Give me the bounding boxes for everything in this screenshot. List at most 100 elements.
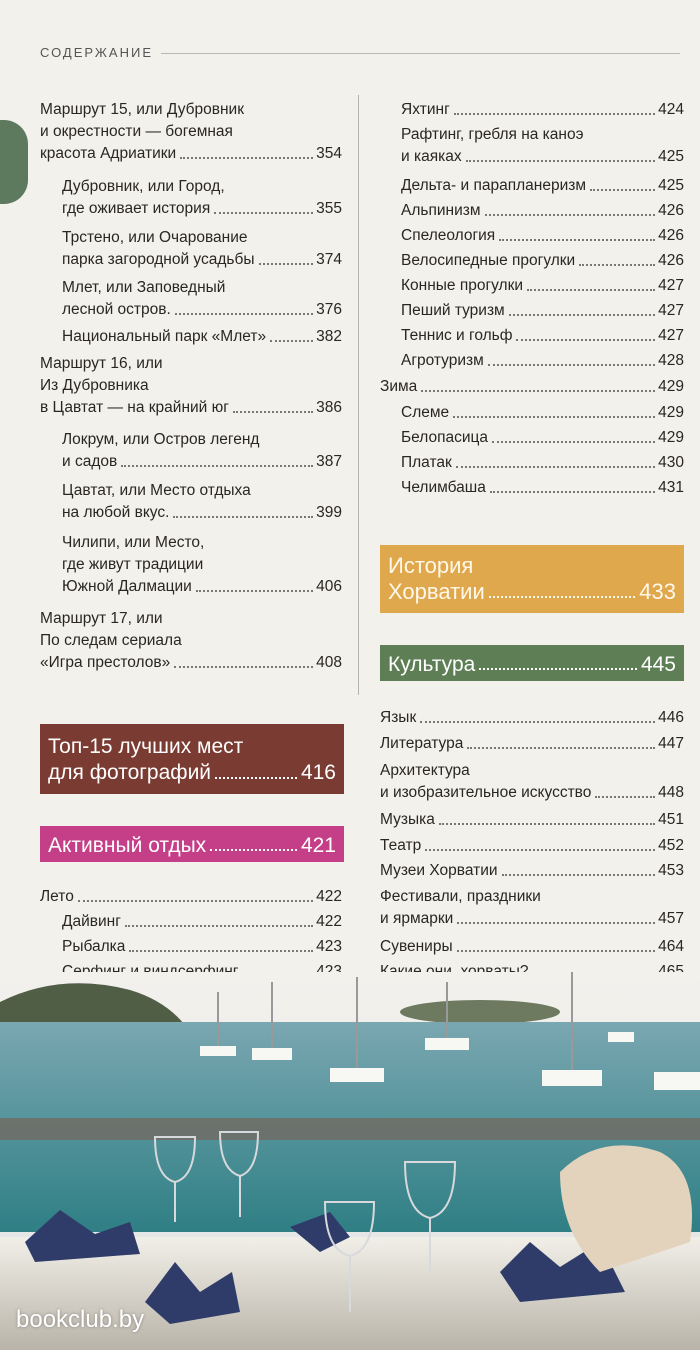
leader-dots <box>484 214 656 216</box>
page-number: 447 <box>658 735 684 752</box>
toc-entry-cavtat[interactable]: Цавтат, или Место отдыха на любой вкус. 3… <box>62 480 342 524</box>
toc-entry-route16[interactable]: Маршрут 16, или Из Дубровника в Цавтат —… <box>40 353 342 419</box>
toc-row: Театр 452 <box>380 835 684 857</box>
toc-entry-cycling[interactable]: Велосипедные прогулки 426 <box>401 250 684 272</box>
section-title-line: Топ-15 лучших мест <box>48 735 244 758</box>
toc-entry-festivals[interactable]: Фестивали, праздники и ярмарки 457 <box>380 886 684 930</box>
toc-entry-trsteno[interactable]: Трстено, или Очарование парка загородной… <box>62 227 342 271</box>
toc-entry-climbing[interactable]: Альпинизм 426 <box>401 200 684 222</box>
island-right <box>400 1000 560 1024</box>
leader-dots <box>195 590 314 592</box>
section-culture[interactable]: Культура 445 <box>380 645 684 681</box>
toc-entry-platak[interactable]: Платак 430 <box>401 452 684 474</box>
toc-entry-yachting[interactable]: Яхтинг 424 <box>401 99 684 121</box>
toc-row: лесной остров. 376 <box>62 299 342 321</box>
toc-entry-lokrum[interactable]: Локрум, или Остров легенд и садов 387 <box>62 429 342 473</box>
page-number: 376 <box>316 301 342 318</box>
section-history-of-croatia[interactable]: История Хорватии 433 <box>380 545 684 613</box>
page-number: 408 <box>316 654 342 671</box>
toc-entry-winter[interactable]: Зима 429 <box>380 376 684 398</box>
leader-dots <box>479 668 637 670</box>
toc-row: Национальный парк «Млет» 382 <box>62 326 342 348</box>
toc-entry-diving[interactable]: Дайвинг 422 <box>62 911 342 933</box>
leader-dots <box>420 721 656 723</box>
toc-label: красота Адриатики <box>40 145 177 162</box>
toc-line: Млет, или Заповедный <box>62 279 226 296</box>
page-number: 446 <box>658 709 684 726</box>
toc-entry-hiking[interactable]: Пеший туризм 427 <box>401 300 684 322</box>
page-number: 427 <box>658 327 684 344</box>
toc-entry-route15[interactable]: Маршрут 15, или Дубровник и окрестности … <box>40 99 342 165</box>
page-number: 374 <box>316 251 342 268</box>
toc-entry-summer[interactable]: Лето 422 <box>40 886 342 908</box>
toc-entry-dubrovnik[interactable]: Дубровник, или Город, где оживает истори… <box>62 176 342 220</box>
page-number: 387 <box>316 453 342 470</box>
page-number: 423 <box>316 938 342 955</box>
page-number: 464 <box>658 938 684 955</box>
toc-entry-bjelolasica[interactable]: Белопасица 429 <box>401 427 684 449</box>
section-active-recreation[interactable]: Активный отдых 421 <box>40 826 344 862</box>
toc-row: Челимбаша 431 <box>401 477 684 499</box>
toc-entry-celimbasa[interactable]: Челимбаша 431 <box>401 477 684 499</box>
toc-label: Музыка <box>380 811 435 828</box>
toc-line: Трстено, или Очарование <box>62 229 248 246</box>
toc-entry-theatre[interactable]: Театр 452 <box>380 835 684 857</box>
wine-glasses <box>153 1131 457 1312</box>
toc-row: Рыбалка 423 <box>62 936 342 958</box>
page-number: 422 <box>316 888 342 905</box>
page-number: 445 <box>640 653 676 676</box>
toc-entry-mljet[interactable]: Млет, или Заповедный лесной остров. 376 <box>62 277 342 321</box>
toc-entry-route17[interactable]: Маршрут 17, или По следам сериала «Игра … <box>40 608 342 674</box>
toc-entry-horse-riding[interactable]: Конные прогулки 427 <box>401 275 684 297</box>
toc-row: в Цавтат — на крайний юг 386 <box>40 397 342 419</box>
toc-entry-fishing[interactable]: Рыбалка 423 <box>62 936 342 958</box>
toc-label: Зима <box>380 378 418 395</box>
section-title-line: История <box>388 553 474 578</box>
toc-line: Чилипи, или Место, <box>62 534 205 551</box>
toc-line: Маршрут 16, или <box>40 355 163 372</box>
toc-entry-hang-gliding[interactable]: Дельта- и парапланеризм 425 <box>401 175 684 197</box>
toc-entry-tennis-golf[interactable]: Теннис и гольф 427 <box>401 325 684 347</box>
page-number: 457 <box>658 910 684 927</box>
toc-entry-souvenirs[interactable]: Сувениры 464 <box>380 936 684 958</box>
toc-entry-cilipi[interactable]: Чилипи, или Место, где живут традиции Юж… <box>62 532 342 598</box>
leader-dots <box>232 411 314 413</box>
leader-dots <box>180 157 314 159</box>
section-top15-photo-spots[interactable]: Топ-15 лучших мест для фотографий 416 <box>40 724 344 794</box>
page-number: 425 <box>658 177 684 194</box>
toc-label: где оживает история <box>62 200 211 217</box>
toc-row: Дельта- и парапланеризм 425 <box>401 175 684 197</box>
toc-label: Южной Далмации <box>62 578 192 595</box>
page-number: 426 <box>658 227 684 244</box>
toc-entry-museums[interactable]: Музеи Хорватии 453 <box>380 860 684 882</box>
toc-line: Фестивали, праздники <box>380 888 541 905</box>
leader-dots <box>438 823 656 825</box>
page-number: 421 <box>300 834 336 857</box>
page-number: 355 <box>316 200 342 217</box>
leader-dots <box>456 950 656 952</box>
leader-dots <box>453 416 656 418</box>
toc-entry-music[interactable]: Музыка 451 <box>380 809 684 831</box>
toc-row: на любой вкус. 399 <box>62 502 342 524</box>
leader-dots <box>174 313 314 315</box>
toc-entry-literature[interactable]: Литература 447 <box>380 733 684 755</box>
page-number: 452 <box>658 837 684 854</box>
toc-entry-agrotourism[interactable]: Агротуризм 428 <box>401 350 684 372</box>
toc-label: Дельта- и парапланеризм <box>401 177 587 194</box>
plate-stack <box>560 1145 692 1272</box>
toc-entry-rafting[interactable]: Рафтинг, гребля на каноэ и каяках 425 <box>401 124 684 168</box>
toc-entry-speleology[interactable]: Спелеология 426 <box>401 225 684 247</box>
toc-entry-mljet-park[interactable]: Национальный парк «Млет» 382 <box>62 326 342 348</box>
toc-label: Платак <box>401 454 452 471</box>
toc-entry-language[interactable]: Язык 446 <box>380 707 684 729</box>
leader-dots <box>590 189 656 191</box>
toc-label: «Игра престолов» <box>40 654 171 671</box>
leader-dots <box>124 925 314 927</box>
page-number: 453 <box>658 862 684 879</box>
leader-dots <box>215 777 297 779</box>
leader-dots <box>453 113 656 115</box>
leader-dots <box>258 263 314 265</box>
toc-entry-sljeme[interactable]: Слеме 429 <box>401 402 684 424</box>
toc-entry-architecture[interactable]: Архитектура и изобразительное искусство 4… <box>380 760 684 804</box>
toc-label: Челимбаша <box>401 479 486 496</box>
